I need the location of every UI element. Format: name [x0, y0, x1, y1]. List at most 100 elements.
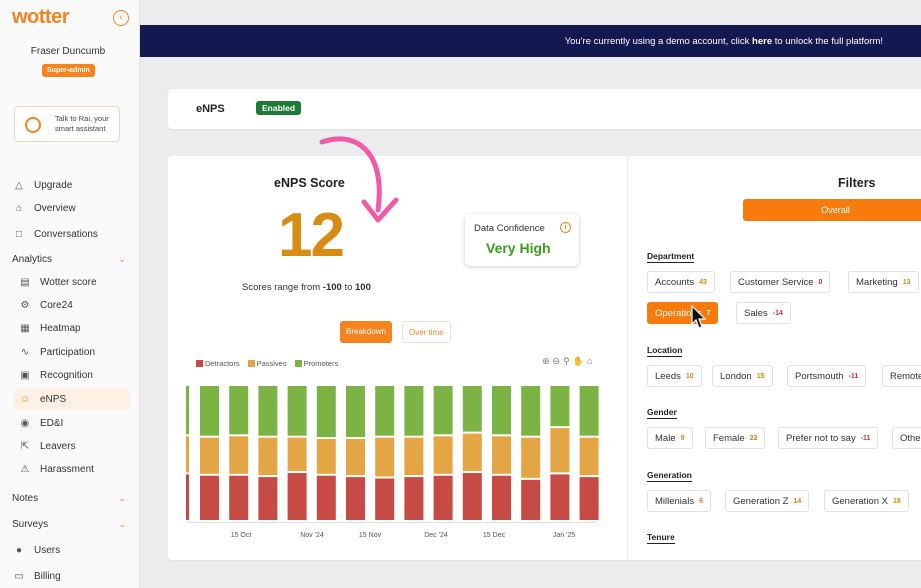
tab-over-time[interactable]: Over time	[402, 321, 451, 343]
reset-home-icon[interactable]: ⌂	[586, 356, 593, 366]
zoom-out-icon[interactable]: ⊖	[552, 356, 561, 366]
nav-conversations[interactable]: □ Conversations	[12, 225, 132, 243]
nav-participation[interactable]: ∿ Participation	[18, 343, 130, 361]
bar-promoters-10[interactable]	[462, 386, 482, 432]
chip-marketing[interactable]: Marketing 13	[848, 271, 919, 293]
bar-detractors-8[interactable]	[404, 477, 424, 520]
chip-remote[interactable]: Remote	[882, 365, 921, 387]
overall-filter-button[interactable]: Overall	[743, 199, 921, 221]
chip-male[interactable]: Male 9	[647, 427, 693, 449]
chip-sales[interactable]: Sales -14	[736, 302, 791, 324]
bar-promoters-2[interactable]	[229, 386, 249, 435]
bar-detractors-1[interactable]	[200, 475, 219, 520]
bar-passives-4[interactable]	[287, 437, 307, 472]
bar-detractors-7[interactable]	[375, 478, 395, 520]
bar-promoters-1[interactable]	[200, 386, 219, 436]
bar-detractors-11[interactable]	[492, 475, 511, 520]
chip-prefer-not-to-say[interactable]: Prefer not to say -11	[778, 427, 879, 449]
unlock-link[interactable]: here	[752, 36, 773, 47]
magnifier-icon[interactable]: ⚲	[563, 356, 570, 366]
chip-operations[interactable]: Operations 7	[647, 302, 719, 324]
bar-promoters-8[interactable]	[404, 386, 424, 436]
chip-generation-z[interactable]: Generation Z 14	[725, 490, 810, 512]
chip-millenials[interactable]: Millenials 6	[647, 490, 711, 512]
enps-stacked-bar-chart: 15 Oct Nov '24 15 Nov Dec '24 15 Dec Jan '25	[186, 386, 599, 539]
bar-detractors-0[interactable]	[186, 474, 189, 520]
bar-passives-9[interactable]	[433, 436, 453, 474]
bar-promoters-13[interactable]	[550, 386, 570, 427]
bar-passives-11[interactable]	[492, 436, 511, 474]
wotter-logo[interactable]: wotter	[12, 6, 70, 28]
nav-billing[interactable]: ▭ Billing	[12, 567, 132, 585]
bar-detractors-10[interactable]	[462, 473, 482, 520]
chip-customer-service[interactable]: Customer Service 0	[730, 271, 831, 293]
nav-recognition[interactable]: ▣ Recognition	[18, 366, 130, 384]
bar-passives-14[interactable]	[579, 437, 599, 476]
pan-hand-icon[interactable]: ✋	[572, 356, 584, 366]
chip-other[interactable]: Other	[892, 427, 921, 449]
nav-upgrade[interactable]: △ Upgrade	[12, 176, 132, 194]
nav-users[interactable]: ● Users	[12, 541, 132, 559]
camera-icon: ▣	[20, 369, 30, 381]
nav-heatmap[interactable]: ▦ Heatmap	[18, 319, 130, 337]
bar-promoters-12[interactable]	[521, 386, 541, 436]
bar-detractors-12[interactable]	[521, 479, 541, 520]
nav-leavers[interactable]: ⇱ Leavers	[18, 437, 130, 455]
bar-passives-6[interactable]	[346, 439, 365, 476]
bar-passives-7[interactable]	[375, 437, 395, 477]
tab-breakdown[interactable]: Breakdown	[340, 321, 393, 343]
bar-promoters-6[interactable]	[346, 386, 365, 438]
bar-passives-12[interactable]	[521, 437, 541, 478]
nav-edi[interactable]: ◉ ED&I	[18, 414, 130, 432]
bar-passives-10[interactable]	[462, 433, 482, 472]
filter-group-department: Department	[647, 251, 695, 263]
bar-passives-2[interactable]	[229, 436, 249, 474]
bar-detractors-4[interactable]	[287, 473, 307, 520]
chip-london[interactable]: London 15	[712, 365, 773, 387]
bar-passives-13[interactable]	[550, 428, 570, 473]
chip-accounts[interactable]: Accounts 43	[647, 271, 715, 293]
bar-promoters-4[interactable]	[287, 386, 307, 436]
bar-promoters-9[interactable]	[433, 386, 453, 435]
bar-detractors-5[interactable]	[316, 475, 336, 520]
bar-passives-0[interactable]	[186, 436, 189, 473]
rai-assistant-card[interactable]: Talk to Rai, your smart assistant	[14, 106, 120, 142]
bar-detractors-6[interactable]	[346, 477, 365, 520]
bar-detractors-14[interactable]	[579, 477, 599, 520]
nav-enps[interactable]: ☺ eNPS	[14, 388, 130, 410]
chip-leeds[interactable]: Leeds 10	[647, 365, 702, 387]
chip-female[interactable]: Female 22	[705, 427, 766, 449]
bar-detractors-13[interactable]	[550, 474, 570, 520]
bar-promoters-7[interactable]	[375, 386, 395, 436]
bar-detractors-3[interactable]	[258, 477, 278, 520]
section-label: Analytics	[12, 254, 53, 265]
bar-passives-3[interactable]	[258, 437, 278, 476]
x-tick-label: 15 Nov	[359, 532, 382, 539]
nav-harassment[interactable]: ⚠ Harassment	[18, 460, 130, 478]
bar-detractors-9[interactable]	[433, 475, 453, 520]
bar-passives-1[interactable]	[200, 437, 219, 474]
nav-section-analytics[interactable]: Analytics ⌄	[12, 254, 126, 265]
bar-passives-5[interactable]	[316, 439, 336, 474]
bar-detractors-2[interactable]	[229, 475, 249, 520]
x-tick-label: Dec '24	[424, 532, 448, 539]
bar-promoters-14[interactable]	[579, 386, 599, 436]
nav-core24[interactable]: ⚙ Core24	[18, 296, 130, 314]
bar-promoters-11[interactable]	[492, 386, 511, 435]
nav-overview[interactable]: ⌂ Overview	[12, 199, 132, 217]
bar-passives-8[interactable]	[404, 437, 424, 476]
bar-promoters-5[interactable]	[316, 386, 336, 438]
nav-section-surveys[interactable]: Surveys ⌄	[12, 519, 126, 530]
nav-wotter-score[interactable]: ▤ Wotter score	[18, 273, 130, 291]
bar-promoters-3[interactable]	[258, 386, 278, 436]
nav-section-notes[interactable]: Notes ⌄	[12, 493, 126, 504]
legend-passives[interactable]: Passives	[247, 359, 287, 368]
bar-promoters-0[interactable]	[186, 386, 189, 435]
info-icon[interactable]: i	[560, 222, 571, 233]
collapse-sidebar-button[interactable]: ‹	[113, 10, 129, 26]
chip-generation-x[interactable]: Generation X 18	[824, 490, 909, 512]
zoom-in-icon[interactable]: ⊕	[542, 356, 550, 366]
legend-detractors[interactable]: Detractors	[196, 359, 240, 368]
legend-promoters[interactable]: Promoters	[294, 359, 338, 368]
chip-portsmouth[interactable]: Portsmouth -11	[787, 365, 867, 387]
